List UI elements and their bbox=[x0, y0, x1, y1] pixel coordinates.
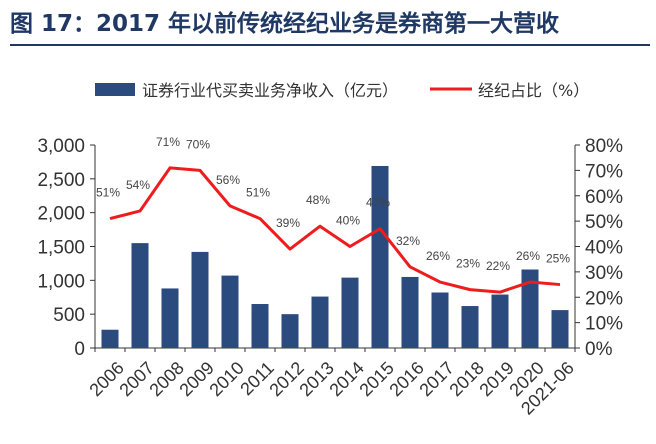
ratio-label-2018: 23% bbox=[456, 257, 480, 271]
bar-2007 bbox=[131, 243, 149, 348]
ratio-label-2007: 54% bbox=[126, 178, 150, 192]
right-tick-label: 50% bbox=[585, 212, 623, 233]
ratio-label-2020: 26% bbox=[516, 249, 540, 263]
right-tick-label: 70% bbox=[585, 161, 623, 182]
bar-2011 bbox=[251, 304, 269, 348]
right-axis: 0% 10% 20% 30% 40% 50% 60% 70% 80% bbox=[575, 136, 623, 360]
left-tick-label: 1,000 bbox=[37, 271, 85, 292]
legend: 证券行业代买卖业务净收入（亿元） 经纪占比（%） bbox=[95, 81, 589, 100]
bar-2016 bbox=[401, 276, 419, 348]
bar-2006 bbox=[101, 329, 119, 348]
bar-2008 bbox=[161, 288, 179, 348]
right-tick-label: 30% bbox=[585, 263, 623, 284]
left-tick-label: 2,000 bbox=[37, 204, 85, 225]
ratio-label-2008: 71% bbox=[156, 135, 180, 149]
right-tick-label: 20% bbox=[585, 288, 623, 309]
bar-2012 bbox=[281, 314, 299, 348]
ratio-label-2021-06: 25% bbox=[546, 252, 570, 266]
left-axis: 0 500 1,000 1,500 2,000 2,500 3,000 bbox=[37, 136, 95, 360]
bar-2009 bbox=[191, 251, 209, 348]
right-tick-label: 80% bbox=[585, 136, 623, 157]
ratio-label-2011: 51% bbox=[246, 186, 270, 200]
left-tick-label: 3,000 bbox=[37, 136, 85, 157]
bar-2014 bbox=[341, 277, 359, 348]
bar-series bbox=[101, 165, 569, 348]
data-labels: 51% 54% 71% 70% 56% 51% 39% 48% 40% 47% 32% 26% 23% 2… bbox=[96, 135, 570, 273]
ratio-label-2013: 48% bbox=[306, 193, 330, 207]
left-tick-label: 2,500 bbox=[37, 170, 85, 191]
ratio-label-2019: 22% bbox=[486, 259, 510, 273]
legend-bar-swatch bbox=[95, 83, 135, 96]
left-tick-label: 1,500 bbox=[37, 238, 85, 259]
x-axis: 2006200720082009201020112012201320142015… bbox=[85, 348, 578, 419]
legend-line-label: 经纪占比（%） bbox=[478, 81, 589, 100]
ratio-label-2017: 26% bbox=[426, 249, 450, 263]
bar-2013 bbox=[311, 296, 329, 348]
right-tick-label: 60% bbox=[585, 187, 623, 208]
legend-bar-label: 证券行业代买卖业务净收入（亿元） bbox=[142, 81, 398, 100]
bar-2015 bbox=[371, 165, 389, 348]
bar-2020 bbox=[521, 269, 539, 348]
ratio-label-2010: 56% bbox=[216, 173, 240, 187]
title-bar: 图 17：2017 年以前传统经纪业务是券商第一大营收 bbox=[10, 6, 650, 46]
right-tick-label: 40% bbox=[585, 238, 623, 259]
chart-title: 图 17：2017 年以前传统经纪业务是券商第一大营收 bbox=[10, 11, 560, 37]
ratio-label-2015: 47% bbox=[366, 196, 390, 210]
ratio-line bbox=[109, 166, 561, 294]
right-tick-label: 0% bbox=[585, 339, 613, 360]
ratio-label-2016: 32% bbox=[396, 234, 420, 248]
ratio-label-2006: 51% bbox=[96, 186, 120, 200]
bar-2021-06 bbox=[551, 310, 569, 348]
bar-2017 bbox=[431, 292, 449, 348]
ratio-label-2009: 70% bbox=[186, 137, 210, 151]
left-tick-label: 0 bbox=[74, 339, 85, 360]
left-tick-label: 500 bbox=[53, 305, 85, 326]
bar-2010 bbox=[221, 275, 239, 348]
right-tick-label: 10% bbox=[585, 314, 623, 335]
ratio-label-2014: 40% bbox=[336, 214, 360, 228]
bar-2018 bbox=[461, 306, 479, 348]
ratio-label-2012: 39% bbox=[276, 216, 300, 230]
bar-2019 bbox=[491, 294, 509, 348]
